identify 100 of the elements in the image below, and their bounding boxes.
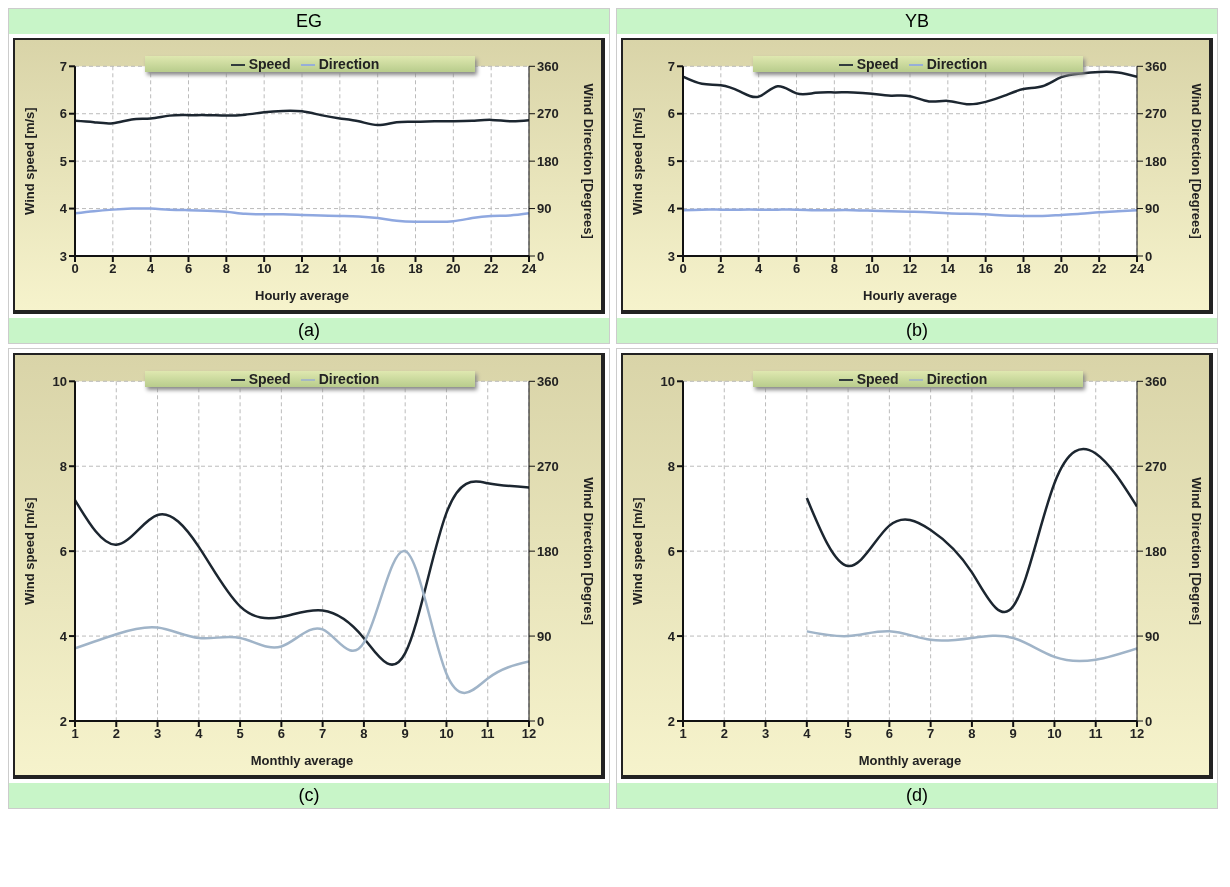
x-tick-label: 6 — [792, 261, 801, 277]
x-tick-label: 7 — [927, 726, 935, 742]
y2-tick-label: 90 — [537, 201, 552, 217]
x-tick-label: 14 — [940, 261, 956, 277]
y-tick-label: 4 — [59, 201, 68, 217]
y2-tick-label: 270 — [1145, 106, 1167, 122]
x-tick-label: 6 — [277, 726, 285, 742]
x-tick-label: 12 — [1129, 726, 1145, 742]
x-tick-label: 1 — [71, 726, 79, 742]
x-tick-label: 8 — [968, 726, 976, 742]
y2-tick-label: 0 — [537, 713, 545, 729]
x-tick-label: 4 — [147, 261, 156, 277]
y-tick-label: 7 — [667, 58, 675, 74]
y-tick-label: 3 — [667, 248, 675, 264]
x-tick-label: 16 — [370, 261, 385, 277]
x-tick-label: 10 — [439, 726, 454, 742]
y2-tick-label: 180 — [537, 153, 559, 169]
y-axis-title: Wind speed [m/s] — [629, 497, 645, 605]
x-axis-title: Monthly average — [858, 753, 962, 768]
x-tick-label: 5 — [844, 726, 852, 742]
x-tick-label: 14 — [332, 261, 348, 277]
y2-tick-label: 270 — [537, 106, 559, 122]
x-tick-label: 12 — [521, 726, 537, 742]
y-tick-label: 6 — [59, 543, 67, 559]
y-tick-label: 6 — [59, 106, 67, 122]
legend-label: Direction — [926, 371, 988, 387]
x-tick-label: 11 — [1088, 726, 1103, 742]
x-tick-label: 18 — [1016, 261, 1031, 277]
x-tick-label: 24 — [521, 261, 537, 277]
y2-axis-title: Wind Direction [Degrees] — [581, 83, 597, 239]
x-tick-label: 0 — [71, 261, 79, 277]
y-tick-label: 8 — [59, 458, 67, 474]
chart-title: EG — [9, 9, 609, 34]
chart-title: YB — [617, 9, 1217, 34]
x-tick-label: 0 — [679, 261, 687, 277]
y-axis-title: Wind speed [m/s] — [629, 107, 645, 215]
x-tick-label: 11 — [480, 726, 495, 742]
x-tick-label: 7 — [319, 726, 327, 742]
y-tick-label: 4 — [667, 628, 676, 644]
x-tick-label: 4 — [803, 726, 812, 742]
y-tick-label: 2 — [667, 713, 675, 729]
y-tick-label: 5 — [667, 153, 675, 169]
x-tick-label: 2 — [720, 726, 728, 742]
y-tick-label: 6 — [667, 543, 675, 559]
y-tick-label: 10 — [52, 373, 67, 389]
x-tick-label: 24 — [1129, 261, 1145, 277]
x-tick-label: 8 — [222, 261, 230, 277]
legend-label: Speed — [248, 56, 291, 72]
y2-axis-title: Wind Direction [Degrees] — [1189, 83, 1205, 239]
y2-tick-label: 360 — [537, 373, 559, 389]
y-tick-label: 4 — [59, 628, 68, 644]
x-tick-label: 9 — [401, 726, 409, 742]
x-tick-label: 16 — [978, 261, 993, 277]
x-tick-label: 6 — [885, 726, 893, 742]
y-tick-label: 2 — [59, 713, 67, 729]
legend-label: Direction — [926, 56, 988, 72]
x-axis-title: Monthly average — [250, 753, 354, 768]
text: (a) — [9, 318, 609, 343]
y-axis-title: Wind speed [m/s] — [21, 497, 37, 605]
x-tick-label: 10 — [256, 261, 272, 277]
y-tick-label: 7 — [59, 58, 67, 74]
x-tick-label: 4 — [195, 726, 204, 742]
x-tick-label: 1 — [679, 726, 687, 742]
y2-tick-label: 180 — [1145, 153, 1167, 169]
x-tick-label: 3 — [153, 726, 162, 742]
y-tick-label: 4 — [667, 201, 676, 217]
x-tick-label: 3 — [761, 726, 770, 742]
line-series — [75, 207, 529, 224]
x-tick-label: 18 — [408, 261, 423, 277]
x-tick-label: 9 — [1009, 726, 1017, 742]
y2-tick-label: 180 — [1145, 543, 1167, 559]
y-tick-label: 3 — [59, 248, 67, 264]
x-tick-label: 22 — [483, 261, 499, 277]
x-tick-label: 10 — [864, 261, 880, 277]
text: (c) — [9, 783, 609, 808]
y2-tick-label: 270 — [537, 458, 559, 474]
x-tick-label: 5 — [236, 726, 244, 742]
x-tick-label: 12 — [294, 261, 310, 277]
y2-tick-label: 90 — [537, 628, 552, 644]
x-tick-label: 2 — [109, 261, 117, 277]
y2-tick-label: 270 — [1145, 458, 1167, 474]
x-tick-label: 22 — [1091, 261, 1107, 277]
y2-axis-title: Wind Direction [Degres] — [1189, 477, 1205, 626]
y2-axis-title: Wind Direction [Degres] — [581, 477, 597, 626]
y2-tick-label: 360 — [1145, 58, 1167, 74]
y2-tick-label: 0 — [537, 248, 545, 264]
y2-tick-label: 180 — [537, 543, 559, 559]
x-tick-label: 4 — [755, 261, 764, 277]
line-series — [75, 109, 529, 127]
legend-label: Speed — [248, 371, 291, 387]
x-tick-label: 2 — [717, 261, 725, 277]
x-tick-label: 8 — [360, 726, 368, 742]
x-tick-label: 6 — [184, 261, 193, 277]
y2-tick-label: 90 — [1145, 201, 1160, 217]
x-tick-label: 20 — [1054, 261, 1069, 277]
x-tick-label: 20 — [446, 261, 461, 277]
line-series — [683, 208, 1137, 218]
legend-label: Speed — [856, 371, 899, 387]
text: (b) — [617, 318, 1217, 343]
x-axis-title: Hourly average — [255, 288, 349, 303]
